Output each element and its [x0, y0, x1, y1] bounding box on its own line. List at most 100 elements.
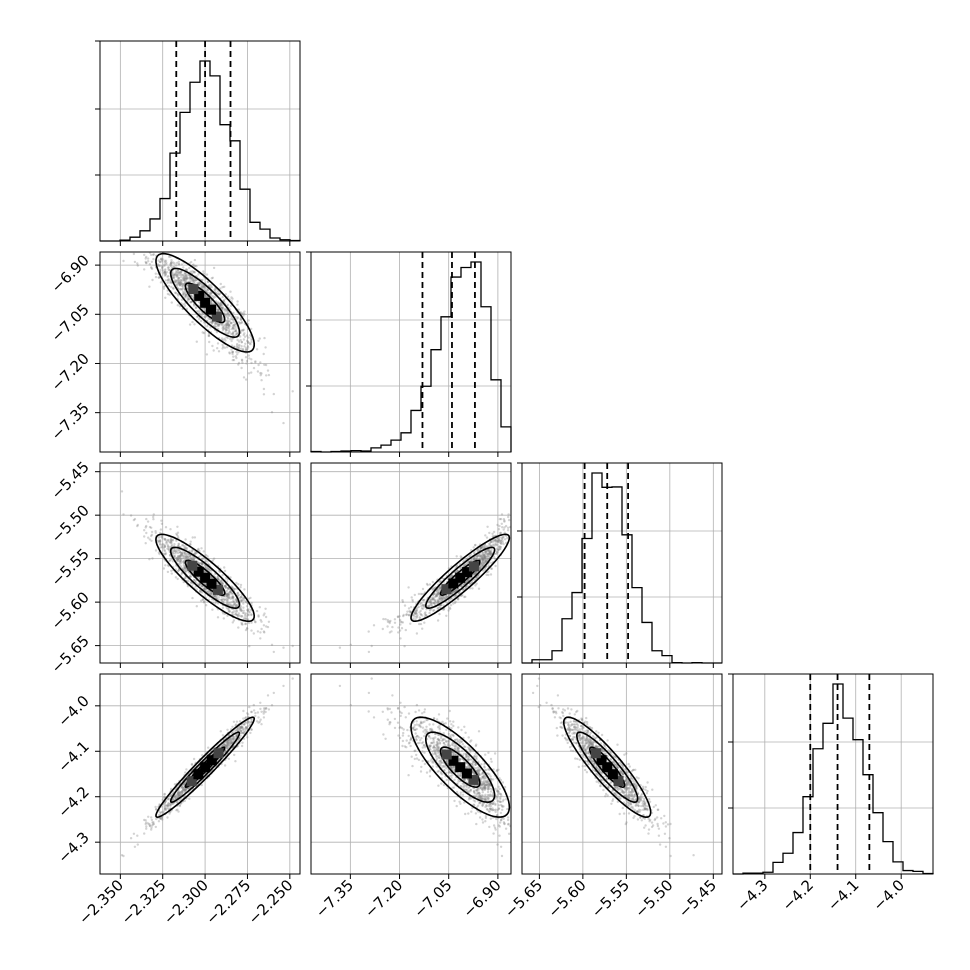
histogram-1: [310, 261, 512, 453]
sample-point: [262, 716, 266, 719]
sample-point: [223, 569, 227, 573]
sample-point: [191, 536, 194, 539]
sample-point: [220, 303, 224, 307]
sample-point: [168, 812, 171, 815]
sample-point: [229, 321, 232, 325]
sample-point: [216, 292, 220, 295]
sample-point: [415, 612, 418, 615]
sample-point: [188, 556, 191, 559]
sample-point: [223, 566, 226, 569]
sample-point: [248, 357, 251, 360]
sample-point: [241, 347, 245, 351]
sample-point: [159, 528, 163, 531]
sample-point: [186, 298, 189, 301]
sample-point: [232, 330, 235, 333]
sample-point: [160, 257, 163, 260]
sample-point: [236, 317, 239, 320]
sample-point: [239, 317, 242, 320]
sample-point: [181, 544, 185, 547]
sample-point: [144, 257, 147, 260]
sample-point: [226, 316, 230, 320]
sample-point: [457, 598, 460, 601]
sample-point: [203, 315, 206, 318]
sample-point: [223, 337, 226, 340]
sample-point: [181, 273, 184, 277]
sample-point: [233, 323, 237, 326]
scatter-points-2-1: [338, 513, 512, 654]
sample-point: [265, 374, 268, 377]
sample-point: [150, 267, 154, 271]
sample-point: [234, 328, 238, 331]
sample-point: [506, 529, 510, 532]
sample-point: [242, 376, 246, 379]
sample-point: [244, 348, 248, 351]
sample-point: [163, 552, 166, 556]
sample-point: [250, 601, 253, 605]
sample-point: [236, 614, 239, 617]
sample-point: [148, 263, 151, 266]
sample-point: [129, 514, 133, 517]
sample-point: [177, 271, 181, 275]
sample-point: [163, 259, 166, 262]
sample-point: [188, 277, 191, 280]
sample-point: [200, 285, 203, 288]
sample-point: [221, 339, 225, 342]
sample-point: [226, 728, 229, 731]
sample-point: [421, 627, 424, 630]
sample-point: [228, 328, 231, 331]
sample-point: [241, 361, 244, 364]
sample-point: [184, 274, 188, 278]
sample-point: [245, 362, 248, 365]
sample-point: [189, 540, 192, 543]
sample-point: [231, 358, 234, 362]
sample-point: [219, 304, 222, 308]
sample-point: [167, 275, 170, 278]
sample-point: [226, 315, 229, 318]
sample-point: [223, 312, 227, 315]
sample-point: [486, 557, 489, 561]
sample-point: [409, 622, 412, 625]
sample-point: [161, 269, 165, 272]
sample-point: [234, 760, 237, 763]
sample-point: [177, 279, 180, 282]
sample-point: [152, 518, 155, 521]
sample-point: [145, 827, 148, 830]
sample-point: [209, 299, 213, 302]
sample-point: [484, 534, 487, 537]
sample-point: [164, 279, 168, 282]
sample-point: [236, 303, 239, 306]
sample-point: [136, 264, 139, 267]
sample-point: [164, 296, 167, 299]
sample-point: [421, 587, 425, 591]
sample-point: [248, 342, 251, 345]
sample-point: [185, 268, 188, 271]
sample-point: [367, 630, 370, 633]
scatter-panel-3-0: [95, 673, 301, 879]
sample-point: [152, 253, 155, 256]
sample-point: [397, 626, 400, 629]
sample-point: [143, 818, 146, 822]
sample-point: [136, 262, 139, 265]
sample-point: [195, 265, 198, 268]
sample-point: [411, 600, 414, 603]
sample-point: [230, 348, 233, 351]
sample-point: [212, 295, 215, 298]
sample-point: [228, 352, 231, 355]
sample-point: [454, 600, 457, 603]
sample-point: [148, 525, 152, 529]
sample-point: [169, 804, 172, 807]
sample-point: [240, 358, 244, 361]
sample-point: [183, 276, 186, 279]
sample-point: [177, 554, 180, 558]
sample-point: [228, 596, 231, 599]
sample-point: [208, 340, 211, 344]
sample-point: [164, 268, 167, 271]
sample-point: [227, 332, 230, 335]
sample-point: [407, 586, 410, 589]
sample-point: [183, 304, 187, 308]
sample-point: [401, 599, 404, 602]
sample-point: [192, 263, 195, 266]
sample-point: [190, 260, 193, 264]
sample-point: [222, 299, 226, 302]
sample-point: [163, 264, 166, 267]
